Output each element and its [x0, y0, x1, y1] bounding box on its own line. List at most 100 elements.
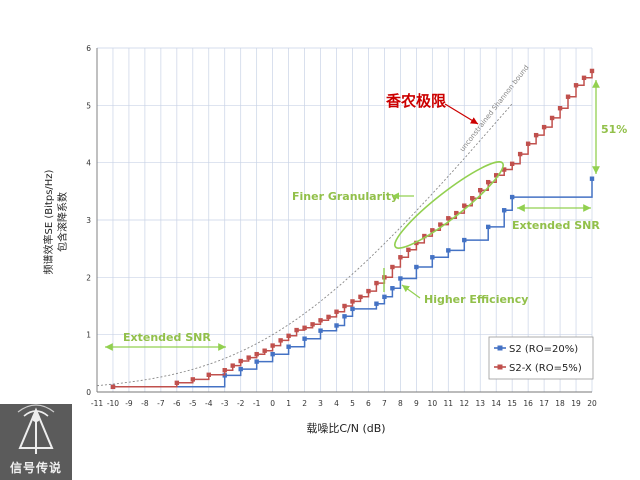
tick-labels: -11 -10 -9 -8 -7 -6 -5 -4 -3 -2 -1 0 1 2 3 4 5 6 7 8 9 10 11 12…	[86, 44, 597, 408]
s2-point	[286, 344, 291, 349]
s2x-point	[438, 222, 443, 227]
y-axis-label: 频谱效率SE (Bitps/Hz)	[42, 169, 55, 274]
s2-point	[342, 314, 347, 319]
x-tick-label: 19	[571, 399, 581, 408]
s2x-point	[206, 372, 211, 377]
x-tick-label: 17	[539, 399, 549, 408]
s2x-point	[390, 264, 395, 270]
signal-tower-icon	[17, 404, 55, 454]
s2-point	[350, 306, 355, 312]
s2-point	[238, 366, 243, 372]
y-tick-label: 2	[86, 273, 91, 282]
s2x-point	[366, 288, 371, 294]
s2x-point	[230, 363, 235, 368]
x-tick-label: 12	[459, 399, 469, 408]
s2x-point	[565, 94, 571, 99]
x-tick-label: -2	[237, 399, 245, 408]
x-tick-label: 4	[334, 399, 339, 408]
x-tick-label: 13	[475, 399, 485, 408]
s2x-point	[557, 106, 563, 111]
s2x-point	[493, 173, 499, 178]
grid	[96, 47, 593, 393]
s2-point	[334, 323, 339, 328]
finer-granularity-annotation: Finer Granularity	[292, 190, 398, 203]
s2-point	[254, 359, 259, 364]
s2x-point	[486, 179, 491, 185]
y-tick-label: 1	[86, 331, 91, 340]
higher-efficiency-arrow	[401, 284, 421, 299]
x-tick-label: 3	[318, 399, 323, 408]
series	[96, 68, 595, 390]
x-tick-label: -7	[157, 399, 165, 408]
legend: S2 (RO=20%) S2-X (RO=5%)	[488, 336, 594, 380]
y-tick-label: 6	[86, 44, 91, 53]
x-tick-label: 8	[398, 399, 403, 408]
y-tick-label: 0	[86, 388, 91, 397]
s2-point	[302, 336, 307, 341]
shannon-bound-label: unconstrained Shannon bound	[458, 64, 530, 154]
extended-snr-left-annotation: Extended SNR	[123, 331, 211, 344]
s2-point	[486, 224, 491, 230]
x-tick-label: 16	[523, 399, 533, 408]
s2-point	[589, 176, 595, 181]
s2x-point	[501, 167, 507, 172]
x-tick-label: -11	[91, 399, 103, 408]
s2x-point	[422, 233, 427, 239]
x-tick-label: -1	[253, 399, 261, 408]
x-tick-label: 6	[366, 399, 371, 408]
x-tick-label: 1	[286, 399, 291, 408]
shannon-limit-arrow	[444, 103, 479, 125]
s2x-point	[190, 377, 196, 382]
s2x-point	[549, 115, 555, 121]
s2-point	[446, 248, 451, 253]
s2x-point	[470, 196, 475, 201]
s2x-point	[509, 161, 515, 167]
s2-point	[390, 286, 395, 291]
x-tick-label: -3	[221, 399, 229, 408]
s2x-point	[310, 322, 315, 327]
s2x-point	[517, 151, 523, 157]
x-tick-label: -10	[107, 399, 119, 408]
legend-s2x-label: S2-X (RO=5%)	[509, 363, 582, 374]
s2x-point	[342, 303, 347, 309]
x-tick-label: 15	[507, 399, 517, 408]
gain-51-annotation: 51%	[601, 123, 627, 136]
s2-point	[509, 194, 515, 200]
s2x-point	[270, 343, 275, 348]
s2-point	[374, 301, 379, 306]
x-tick-label: 14	[491, 399, 501, 408]
s2x-point	[302, 325, 307, 330]
s2x-point	[286, 333, 291, 339]
x-tick-label: 20	[587, 399, 597, 408]
s2x-point	[318, 318, 323, 323]
extended-snr-right-annotation: Extended SNR	[512, 219, 600, 232]
s2x-point	[334, 309, 339, 314]
x-axis-label: 载噪比C/N (dB)	[306, 422, 385, 435]
s2-point	[270, 351, 275, 357]
s2-point	[414, 264, 419, 270]
s2x-point	[326, 314, 331, 320]
y-tick-label: 4	[86, 159, 91, 168]
s2x-point	[525, 141, 531, 146]
s2x-point	[406, 247, 411, 253]
s2x-point	[350, 299, 355, 304]
x-tick-label: -5	[189, 399, 197, 408]
x-tick-label: 11	[444, 399, 454, 408]
s2-point	[430, 255, 435, 260]
s2x-point	[262, 348, 267, 353]
s2x-point	[294, 327, 299, 333]
s2x-point	[446, 216, 451, 221]
s2-point	[462, 237, 467, 243]
legend-s2-label: S2 (RO=20%)	[509, 344, 578, 355]
x-tick-label: 2	[302, 399, 307, 408]
s2x-point	[358, 294, 363, 300]
s2x-point	[174, 380, 180, 386]
s2x-point	[533, 132, 539, 138]
axes	[96, 48, 592, 393]
x-tick-label: 9	[414, 399, 419, 408]
y-tick-label: 3	[86, 216, 91, 225]
s2x-point	[430, 228, 435, 233]
s2-point	[398, 276, 403, 281]
shannon-bound-curve	[96, 103, 513, 387]
